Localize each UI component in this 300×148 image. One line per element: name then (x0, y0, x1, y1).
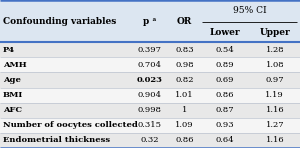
Bar (0, 72, 300, 87)
Bar (0, 0, 300, 42)
Text: 1.16: 1.16 (266, 136, 284, 144)
Text: P4: P4 (3, 46, 15, 54)
Text: 0.69: 0.69 (215, 76, 234, 84)
Text: 1.01: 1.01 (175, 91, 194, 99)
Text: 1.08: 1.08 (266, 61, 284, 69)
Text: 0.86: 0.86 (175, 136, 194, 144)
Text: 0.86: 0.86 (215, 91, 234, 99)
Text: 0.904: 0.904 (138, 91, 162, 99)
Text: BMI: BMI (3, 91, 23, 99)
Text: 1.09: 1.09 (175, 121, 194, 129)
Text: 0.54: 0.54 (215, 46, 234, 54)
Text: AMH: AMH (3, 61, 27, 69)
Text: Upper: Upper (260, 28, 290, 37)
Text: Age: Age (3, 76, 21, 84)
Bar (0, 133, 300, 148)
Text: 0.83: 0.83 (175, 46, 194, 54)
Bar (0, 103, 300, 118)
Text: 95% CI: 95% CI (233, 7, 267, 16)
Text: Number of oocytes collected: Number of oocytes collected (3, 121, 138, 129)
Text: 0.64: 0.64 (215, 136, 234, 144)
Text: 0.023: 0.023 (137, 76, 163, 84)
Bar (0, 87, 300, 103)
Text: AFC: AFC (3, 106, 22, 114)
Text: 0.93: 0.93 (215, 121, 234, 129)
Text: 0.32: 0.32 (141, 136, 159, 144)
Text: 0.97: 0.97 (266, 76, 284, 84)
Text: 0.87: 0.87 (215, 106, 234, 114)
Text: 0.315: 0.315 (138, 121, 162, 129)
Text: 1: 1 (182, 106, 187, 114)
Text: 1.19: 1.19 (266, 91, 284, 99)
Text: Endometrial thickness: Endometrial thickness (3, 136, 110, 144)
Text: 1.16: 1.16 (266, 106, 284, 114)
Text: 0.704: 0.704 (138, 61, 162, 69)
Bar (0, 57, 300, 72)
Bar (0, 42, 300, 57)
Text: Lower: Lower (209, 28, 240, 37)
Text: p ᵃ: p ᵃ (143, 17, 157, 26)
Text: Confounding variables: Confounding variables (3, 17, 116, 26)
Text: 0.397: 0.397 (138, 46, 162, 54)
Text: 0.89: 0.89 (215, 61, 234, 69)
Text: OR: OR (177, 17, 192, 26)
Text: 0.98: 0.98 (175, 61, 194, 69)
Bar (0, 118, 300, 133)
Text: 0.998: 0.998 (138, 106, 162, 114)
Text: 1.27: 1.27 (266, 121, 284, 129)
Text: 1.28: 1.28 (266, 46, 284, 54)
Text: 0.82: 0.82 (175, 76, 194, 84)
